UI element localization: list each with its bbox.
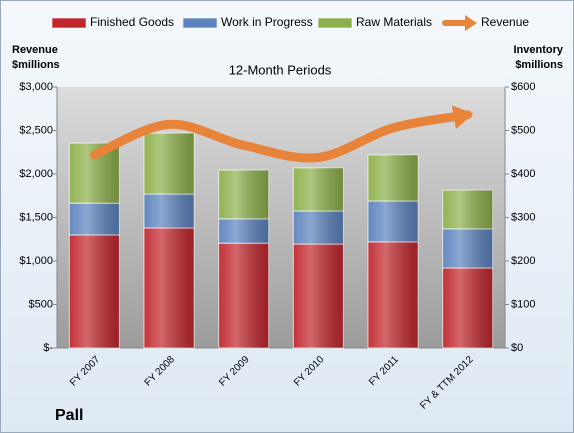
legend-label: Raw Materials — [356, 15, 432, 29]
bar-shine — [368, 154, 418, 201]
y2-tick-label: $100 — [511, 298, 535, 310]
y-tick-label: $1,500 — [19, 211, 53, 223]
bar-shine — [218, 243, 269, 348]
bar-shine — [442, 267, 493, 348]
y2-tick-label: $200 — [511, 255, 535, 267]
bar-shine — [69, 203, 120, 235]
y2-tick-label: $500 — [511, 124, 535, 136]
bar-shine — [368, 200, 418, 242]
y-axis-title: Revenue — [12, 44, 58, 56]
legend-swatch — [182, 17, 218, 29]
plot-area — [57, 87, 505, 348]
bar-shine — [218, 170, 269, 219]
y-tick-label: $3,000 — [19, 81, 53, 93]
bar-shine — [218, 218, 269, 244]
bar-shine — [293, 167, 344, 211]
y2-axis-title: $millions — [515, 59, 563, 71]
y-tick-label: $- — [43, 342, 53, 354]
revenue-arrowhead — [451, 105, 474, 130]
legend-label: Finished Goods — [90, 15, 174, 29]
y-tick-label: $1,000 — [19, 255, 53, 267]
bar-shine — [144, 227, 194, 348]
bar-shine — [144, 133, 194, 195]
y-tick-label: $2,500 — [19, 124, 53, 136]
legend-swatch — [465, 15, 477, 31]
bar-shine — [69, 234, 120, 348]
revenue-line — [89, 110, 473, 163]
y2-axis-title: Inventory — [513, 44, 563, 56]
legend-swatch — [51, 17, 87, 29]
bar-shine — [442, 190, 493, 229]
y-axis-title: $millions — [12, 59, 60, 71]
bar-shine — [368, 241, 418, 348]
y2-tick-label: $400 — [511, 168, 535, 180]
bar-shine — [293, 244, 344, 348]
legend-swatch — [317, 17, 353, 29]
legend-label: Work in Progress — [221, 15, 313, 29]
chart-title: Pall — [55, 407, 83, 424]
y2-tick-label: $300 — [511, 211, 535, 223]
chart-subtitle: 12-Month Periods — [229, 62, 332, 77]
legend-label: Revenue — [481, 15, 529, 29]
bar-shine — [144, 194, 194, 228]
y2-tick-label: $600 — [511, 81, 535, 93]
y-tick-label: $2,000 — [19, 168, 53, 180]
bar-shine — [442, 228, 493, 268]
y2-tick-label: $0 — [511, 342, 523, 354]
y-tick-label: $500 — [29, 298, 53, 310]
bar-shine — [293, 210, 344, 245]
